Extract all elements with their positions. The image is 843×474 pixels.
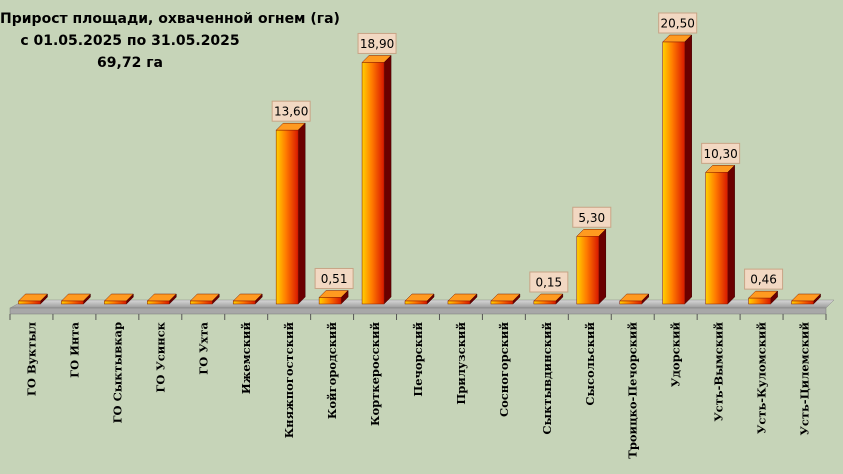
data-label: 20,50: [658, 12, 698, 34]
data-label-box: [271, 100, 311, 122]
category-label: Сосногорский: [497, 322, 511, 418]
category-labels: ГО Вуктыл ГО Инта ГО Сыктывкар ГО Усинск ГО …: [24, 321, 811, 458]
value-labels: 13,60 0,51 18,90 0,15 5,30 20,50 10,30 0,46: [271, 12, 784, 293]
category-label: Сысольский: [583, 322, 597, 406]
bar-side: [727, 164, 735, 305]
bar-front: [275, 129, 299, 305]
bar: [790, 293, 822, 305]
data-label: 5,30: [572, 206, 612, 228]
bars: [17, 34, 822, 305]
bar-front: [232, 300, 256, 305]
bar-front: [748, 297, 771, 305]
bar-front: [18, 300, 41, 305]
bar: [576, 228, 607, 305]
bar: [533, 293, 564, 305]
category-label: Сыктывдинский: [540, 322, 554, 435]
bar-side: [297, 122, 306, 305]
bar: [447, 293, 478, 305]
bar: [17, 293, 49, 305]
category-label: Корткеросский: [368, 322, 382, 426]
data-label-text: 0,51: [321, 272, 348, 286]
category-label: ГО Сыктывкар: [110, 322, 124, 423]
data-label: 0,15: [529, 271, 569, 293]
bar: [103, 293, 134, 305]
category-label: Усть-Цилемский: [798, 322, 812, 436]
bar: [60, 293, 92, 305]
bar: [189, 293, 220, 305]
bar-side: [684, 34, 692, 305]
data-label-text: 13,60: [274, 105, 308, 119]
data-label-text: 5,30: [578, 211, 605, 225]
category-label: Койгородский: [325, 322, 339, 420]
bar-front: [361, 62, 385, 305]
data-label-box: [701, 142, 741, 164]
bar-front: [147, 300, 170, 305]
chart-title-block: Прирост площади, охваченной огнем (га) с…: [0, 8, 340, 74]
data-label-box: [357, 32, 397, 54]
bar-front: [662, 41, 685, 305]
bar-front: [791, 300, 814, 305]
bar-front: [61, 300, 84, 305]
category-label: Ижемский: [239, 322, 253, 395]
data-label-text: 0,46: [750, 273, 777, 287]
data-label: 0,46: [744, 268, 784, 290]
category-label: Усть-Куломский: [755, 322, 769, 434]
bar: [318, 289, 349, 305]
data-label-box: [572, 206, 612, 228]
chart-period: с 01.05.2025 по 31.05.2025: [20, 33, 240, 49]
category-label: Усть-Вымский: [712, 322, 726, 422]
bar: [747, 290, 779, 305]
bar: [490, 293, 521, 305]
data-label-text: 20,50: [661, 17, 695, 31]
category-label: ГО Инта: [67, 321, 81, 377]
x-axis: [9, 314, 827, 320]
data-label-box: [529, 271, 569, 293]
bar-front: [190, 300, 213, 305]
category-label: ГО Ухта: [196, 321, 210, 374]
bar: [619, 293, 650, 305]
category-label: Удорский: [669, 322, 683, 388]
category-label: Троицко-Печорский: [626, 322, 640, 459]
category-label: Печорский: [411, 322, 425, 397]
category-label: Прилузский: [454, 322, 468, 405]
bar: [275, 122, 306, 305]
bar: [361, 54, 392, 305]
category-label: ГО Усинск: [153, 321, 167, 392]
data-label-box: [744, 268, 784, 290]
data-label: 0,51: [314, 267, 354, 289]
bar: [146, 293, 177, 305]
bar: [232, 293, 263, 305]
bar-front: [104, 300, 127, 305]
bar-side: [598, 228, 607, 305]
data-label: 13,60: [271, 100, 311, 122]
bar-front: [318, 297, 342, 305]
bar-side: [383, 54, 392, 305]
data-label-text: 10,30: [703, 147, 737, 161]
data-label-box: [658, 12, 698, 34]
bar-front: [619, 300, 642, 305]
chart-total: 69,72 га: [97, 55, 163, 71]
bar-front: [576, 236, 600, 305]
bar: [662, 34, 693, 305]
data-label: 18,90: [357, 32, 397, 54]
floor-front: [9, 307, 827, 315]
bar-front: [447, 300, 471, 305]
data-label: 10,30: [701, 142, 741, 164]
bar: [404, 293, 435, 305]
chart-title: Прирост площади, охваченной огнем (га): [0, 11, 340, 27]
data-label-text: 18,90: [360, 37, 394, 51]
category-label: ГО Вуктыл: [24, 322, 38, 396]
data-label-text: 0,15: [535, 276, 562, 290]
bar: [705, 164, 736, 305]
category-label: Княжпогостский: [282, 322, 296, 439]
bar-front: [490, 300, 514, 305]
bar-front: [404, 300, 428, 305]
bar-front: [533, 300, 557, 305]
data-label-box: [314, 267, 354, 289]
bar-front: [705, 172, 728, 305]
